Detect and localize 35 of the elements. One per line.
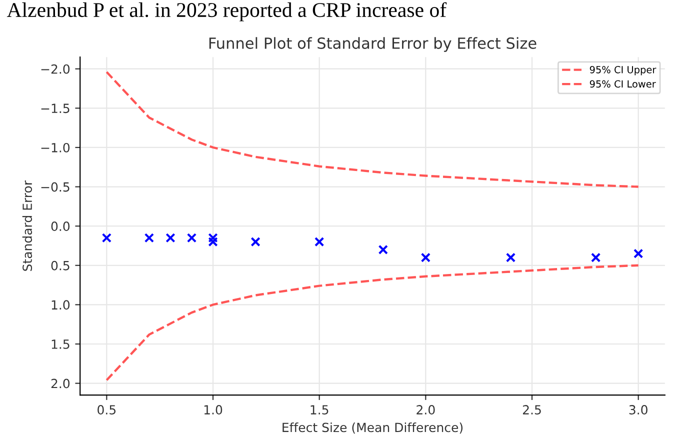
chart-title: Funnel Plot of Standard Error by Effect Size (209, 37, 536, 52)
y-tick-label: 0.5 (51, 260, 70, 270)
point (314, 236, 324, 247)
y-tick-label: −1.5 (41, 104, 70, 114)
point (590, 252, 601, 262)
point (166, 233, 176, 243)
point (186, 233, 197, 243)
point (144, 233, 154, 243)
x-tick-label: 2.0 (416, 405, 435, 414)
x-tick-label: 1.5 (310, 405, 328, 414)
x-tick-label: 0.5 (98, 405, 116, 414)
point (506, 252, 516, 262)
point (633, 248, 644, 258)
point (208, 236, 218, 247)
point (420, 252, 431, 262)
y-tick-label: −1.0 (41, 142, 70, 152)
legend-label: 95% CI Lower (590, 80, 656, 88)
x-tick-label: 3.0 (629, 405, 648, 414)
text: Alzenbud P et al. in 2023 reported a CRP increase of (6, 2, 447, 22)
point (102, 233, 112, 243)
point (378, 244, 388, 255)
point (208, 233, 218, 243)
y-tick-label: 1.5 (52, 340, 70, 349)
y-tick-label: 2.0 (51, 378, 70, 388)
x-axis-title: Effect Size (Mean Difference) (282, 422, 463, 434)
y-tick-label: −0.5 (41, 182, 70, 192)
y-axis-title: Standard Error (22, 180, 32, 271)
legend-label: 95% CI Upper (590, 66, 656, 76)
y-tick-label: 1.0 (52, 300, 70, 310)
line-series (106, 264, 640, 382)
y-tick-label: −2.0 (41, 64, 70, 74)
point (250, 236, 260, 247)
y-tick-label: 0.0 (51, 222, 70, 232)
x-tick-label: 2.5 (522, 405, 541, 414)
x-tick-label: 1.0 (204, 405, 222, 414)
